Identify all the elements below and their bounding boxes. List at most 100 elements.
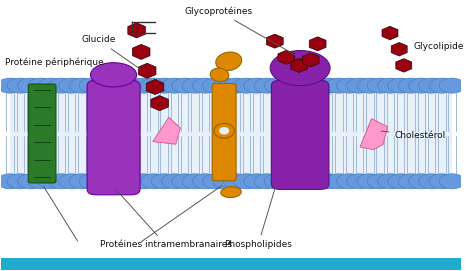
Circle shape <box>69 78 95 93</box>
Text: Phospholipides: Phospholipides <box>224 184 292 249</box>
Circle shape <box>316 78 342 93</box>
Circle shape <box>192 174 218 189</box>
Polygon shape <box>291 58 308 72</box>
Circle shape <box>419 174 445 189</box>
Circle shape <box>398 174 424 189</box>
Circle shape <box>244 78 270 93</box>
Circle shape <box>223 174 249 189</box>
Circle shape <box>38 174 64 189</box>
Circle shape <box>429 174 455 189</box>
Circle shape <box>172 174 198 189</box>
Polygon shape <box>302 53 319 67</box>
Circle shape <box>0 174 23 189</box>
FancyBboxPatch shape <box>28 84 56 183</box>
Ellipse shape <box>214 123 234 138</box>
Polygon shape <box>153 117 181 144</box>
Circle shape <box>151 174 177 189</box>
Circle shape <box>120 174 146 189</box>
Circle shape <box>275 174 301 189</box>
FancyBboxPatch shape <box>87 80 140 195</box>
Polygon shape <box>128 23 146 38</box>
Circle shape <box>316 174 342 189</box>
Circle shape <box>28 78 54 93</box>
Circle shape <box>254 78 280 93</box>
Circle shape <box>18 174 44 189</box>
Circle shape <box>306 174 331 189</box>
Polygon shape <box>266 34 283 48</box>
Polygon shape <box>309 37 326 51</box>
Circle shape <box>18 78 44 93</box>
Polygon shape <box>146 79 164 95</box>
Circle shape <box>337 174 362 189</box>
Circle shape <box>151 78 177 93</box>
Circle shape <box>90 78 115 93</box>
Circle shape <box>244 174 270 189</box>
Circle shape <box>120 78 146 93</box>
Circle shape <box>182 174 208 189</box>
Circle shape <box>439 174 465 189</box>
Circle shape <box>162 174 187 189</box>
Polygon shape <box>132 44 150 59</box>
Circle shape <box>162 78 187 93</box>
Circle shape <box>326 174 352 189</box>
Circle shape <box>264 174 290 189</box>
Circle shape <box>110 174 136 189</box>
Circle shape <box>7 174 33 189</box>
Circle shape <box>295 78 321 93</box>
Circle shape <box>285 174 311 189</box>
Circle shape <box>306 78 331 93</box>
Circle shape <box>203 78 228 93</box>
Ellipse shape <box>221 187 241 198</box>
Circle shape <box>192 78 218 93</box>
Circle shape <box>213 174 239 189</box>
Circle shape <box>100 174 126 189</box>
Ellipse shape <box>219 127 229 135</box>
Polygon shape <box>391 43 407 56</box>
Circle shape <box>326 78 352 93</box>
Polygon shape <box>396 59 412 72</box>
Text: Protéine périphérique: Protéine périphérique <box>5 58 109 69</box>
Polygon shape <box>278 50 295 64</box>
Circle shape <box>110 78 136 93</box>
Circle shape <box>409 78 434 93</box>
Circle shape <box>409 174 434 189</box>
Bar <box>10 78 452 189</box>
Circle shape <box>357 78 383 93</box>
Circle shape <box>346 78 373 93</box>
Circle shape <box>398 78 424 93</box>
Circle shape <box>141 78 167 93</box>
Bar <box>10 92 452 175</box>
FancyBboxPatch shape <box>212 83 236 181</box>
FancyBboxPatch shape <box>271 80 329 189</box>
Circle shape <box>172 78 198 93</box>
Circle shape <box>388 78 414 93</box>
Text: Protéines intramembranaires: Protéines intramembranaires <box>100 189 232 249</box>
Circle shape <box>378 78 403 93</box>
Circle shape <box>182 78 208 93</box>
Ellipse shape <box>91 63 137 87</box>
Circle shape <box>0 78 23 93</box>
Circle shape <box>69 174 95 189</box>
Text: Glycoprotéines: Glycoprotéines <box>185 7 297 56</box>
Circle shape <box>378 174 403 189</box>
Circle shape <box>429 78 455 93</box>
Circle shape <box>234 78 259 93</box>
Ellipse shape <box>210 68 229 82</box>
Text: Cholestérol: Cholestérol <box>381 131 446 140</box>
Circle shape <box>254 174 280 189</box>
Circle shape <box>295 174 321 189</box>
Circle shape <box>213 78 239 93</box>
Circle shape <box>131 174 156 189</box>
Text: Glucide: Glucide <box>82 36 140 69</box>
Circle shape <box>203 174 228 189</box>
Circle shape <box>234 174 259 189</box>
Circle shape <box>367 78 393 93</box>
Circle shape <box>7 78 33 93</box>
Polygon shape <box>382 26 398 40</box>
Circle shape <box>419 78 445 93</box>
Circle shape <box>48 174 74 189</box>
Ellipse shape <box>270 51 330 86</box>
Polygon shape <box>360 119 388 150</box>
Circle shape <box>439 78 465 93</box>
Circle shape <box>357 174 383 189</box>
